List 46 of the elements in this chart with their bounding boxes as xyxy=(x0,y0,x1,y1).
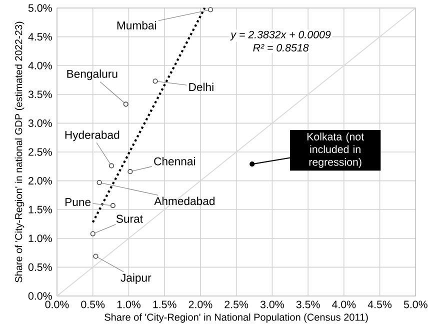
y-tick-label: 3.5% xyxy=(28,90,52,98)
annotation: Hyderabad xyxy=(65,130,120,142)
x-tick-label: 3.0% xyxy=(260,300,284,308)
y-tick-label: 2.5% xyxy=(28,148,52,156)
point xyxy=(96,180,102,186)
point xyxy=(110,203,116,208)
y-tick-label: 3.0% xyxy=(28,119,52,127)
annotation: Delhi xyxy=(189,82,214,92)
y-tick-label: 0.5% xyxy=(28,263,52,271)
x-tick-label: 4.5% xyxy=(368,300,392,308)
x-tick-label: 5.0% xyxy=(404,300,428,308)
annotation: R² = 0.8518 xyxy=(253,44,309,52)
x-tick-label: 1.5% xyxy=(153,300,176,308)
point xyxy=(93,254,98,259)
x-tick-label: 2.0% xyxy=(188,300,212,308)
point xyxy=(128,169,133,174)
x-tick-label: 2.5% xyxy=(224,300,248,308)
y-axis-title: Share of 'City-Region' in national GDP (estimated 2022-23) xyxy=(14,22,24,282)
x-tick-label: 0.0% xyxy=(45,300,69,308)
annotation: Kolkata (not included in regression) xyxy=(307,132,364,168)
x-tick-label: 0.5% xyxy=(81,300,105,308)
annotation: Surat xyxy=(116,214,143,223)
y-tick-label: 0.0% xyxy=(28,292,52,300)
point xyxy=(90,231,96,236)
annotation: Mumbai xyxy=(117,21,156,30)
point xyxy=(108,163,114,168)
annotation: Jaipur xyxy=(120,273,152,284)
y-tick-label: 5.0% xyxy=(28,4,52,12)
x-tick-label: 3.5% xyxy=(296,300,320,308)
point xyxy=(123,102,128,107)
y-tick-label: 1.0% xyxy=(28,234,52,242)
y-tick-label: 1.5% xyxy=(28,206,52,214)
y-tick-label: 4.0% xyxy=(28,62,52,70)
point xyxy=(208,7,214,12)
x-axis-title: Share of 'City-Region' in National Population (Census 2011) xyxy=(104,313,368,323)
annotation: y = 2.3832x + 0.0009 xyxy=(230,30,331,40)
x-tick-label: 1.0% xyxy=(117,300,141,308)
y-tick-label: 2.0% xyxy=(28,177,52,185)
y-tick-label: 4.5% xyxy=(28,33,52,41)
point xyxy=(152,78,158,84)
annotation: Ahmedabad xyxy=(154,196,215,206)
annotation: Pune xyxy=(65,198,91,206)
point xyxy=(250,162,255,167)
annotation: Bengaluru xyxy=(67,70,118,80)
annotation: Chennai xyxy=(154,157,195,166)
x-tick-label: 4.0% xyxy=(332,300,356,308)
